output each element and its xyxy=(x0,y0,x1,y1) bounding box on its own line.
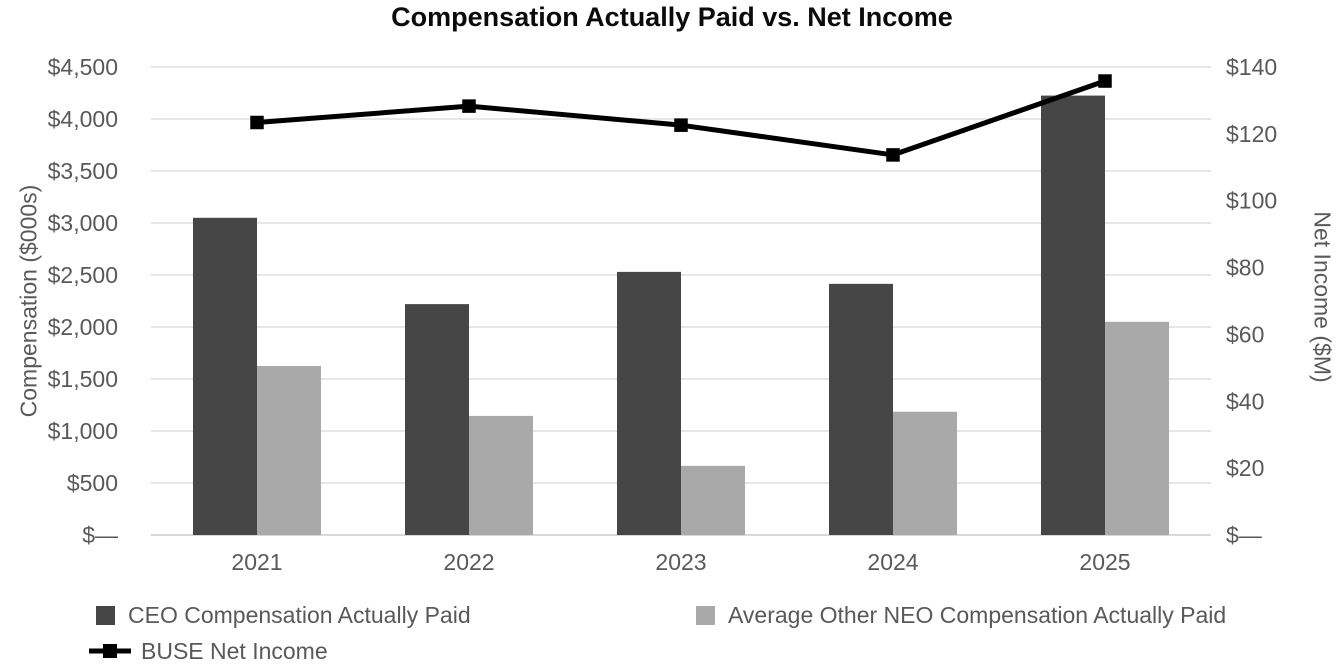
left-axis-tick-label: $— xyxy=(82,522,118,548)
right-axis-tick-label: $— xyxy=(1226,522,1262,548)
left-axis-tick-label: $3,500 xyxy=(48,158,118,184)
neo-bar-2025 xyxy=(1105,321,1169,535)
net-income-line-swatch-icon xyxy=(89,644,131,658)
net-income-marker-2021 xyxy=(250,115,264,130)
legend-item-neo-compensation: Average Other NEO Compensation Actually … xyxy=(696,601,1227,628)
right-axis-tick-label: $40 xyxy=(1226,388,1264,414)
left-axis-tick-label: $2,500 xyxy=(48,262,118,288)
neo-bar-swatch-icon xyxy=(696,605,715,625)
x-axis-label: 2022 xyxy=(443,549,494,575)
right-axis-title: Net Income ($M) xyxy=(1309,211,1336,383)
chart-title: Compensation Actually Paid vs. Net Incom… xyxy=(391,2,953,32)
left-axis-tick-label: $500 xyxy=(67,470,118,496)
legend-label-neo: Average Other NEO Compensation Actually … xyxy=(728,601,1227,628)
net-income-line xyxy=(256,78,1106,158)
right-axis-tick-label: $20 xyxy=(1226,455,1264,481)
left-axis-tick-label: $4,500 xyxy=(48,54,118,80)
right-axis-tick-label: $60 xyxy=(1226,321,1264,347)
x-axis-label: 2024 xyxy=(867,549,918,575)
neo-bar-2023 xyxy=(681,465,745,535)
right-axis-tick-label: $140 xyxy=(1226,54,1277,80)
legend-label-net-income: BUSE Net Income xyxy=(141,637,328,664)
x-axis-label: 2021 xyxy=(231,549,282,575)
net-income-marker-2022 xyxy=(462,99,476,113)
right-axis-tick-label: $120 xyxy=(1226,121,1277,147)
ceo-bar-swatch-icon xyxy=(96,605,115,625)
ceo-bar-2023 xyxy=(617,271,681,535)
right-axis-tick-label: $100 xyxy=(1226,188,1277,214)
left-axis-tick-label: $2,000 xyxy=(48,314,118,340)
neo-bar-2024 xyxy=(893,411,957,535)
net-income-marker-2024 xyxy=(886,148,900,162)
left-axis-tick-label: $4,000 xyxy=(48,106,118,132)
x-axis-label: 2025 xyxy=(1079,549,1130,575)
x-axis-label: 2023 xyxy=(655,549,706,575)
legend-item-net-income: BUSE Net Income xyxy=(88,637,328,664)
ceo-bar-2024 xyxy=(829,283,893,535)
left-axis-tick-label: $1,500 xyxy=(48,366,118,392)
ceo-bar-2021 xyxy=(193,217,257,536)
net-income-marker-2025 xyxy=(1098,74,1112,88)
ceo-bar-2022 xyxy=(405,304,469,535)
net-income-marker-2023 xyxy=(674,118,688,132)
legend-item-ceo-compensation: CEO Compensation Actually Paid xyxy=(96,601,471,628)
left-axis-tick-label: $3,000 xyxy=(48,210,118,236)
neo-bar-2022 xyxy=(469,415,533,535)
legend-label-ceo: CEO Compensation Actually Paid xyxy=(128,601,471,628)
left-axis-title: Compensation ($000s) xyxy=(15,184,42,418)
ceo-bar-2025 xyxy=(1041,95,1105,535)
right-axis-tick-label: $80 xyxy=(1226,255,1264,281)
left-axis-tick-label: $1,000 xyxy=(48,418,118,444)
neo-bar-2021 xyxy=(257,366,321,535)
